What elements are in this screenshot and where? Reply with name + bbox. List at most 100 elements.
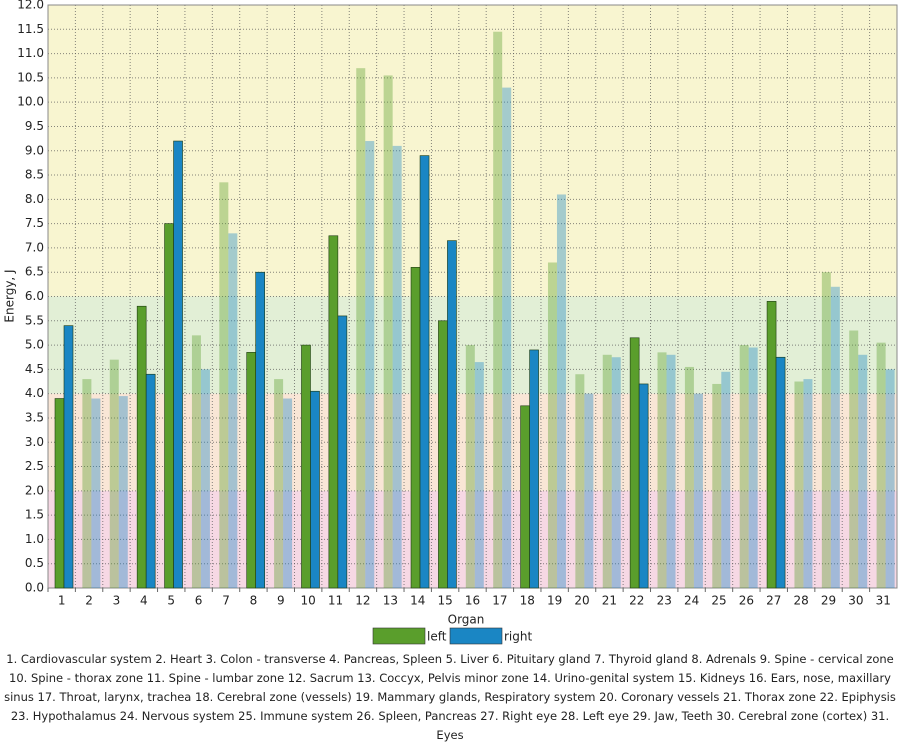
caption: 1. Cardiovascular system 2. Heart 3. Col… <box>4 652 896 742</box>
x-tick-label: 9 <box>277 594 285 608</box>
bar <box>410 267 421 589</box>
x-tick-label: 25 <box>711 594 726 608</box>
x-tick-label: 16 <box>465 594 480 608</box>
x-tick-label: 19 <box>547 594 562 608</box>
x-tick-label: 15 <box>437 594 452 608</box>
legend-label: right <box>504 630 532 644</box>
bar <box>821 272 831 588</box>
bar <box>63 325 74 589</box>
bar <box>191 335 201 588</box>
bar <box>310 390 320 589</box>
bar <box>365 141 375 589</box>
y-tick-label: 3.0 <box>25 435 44 449</box>
bar <box>684 366 694 588</box>
bar <box>283 398 293 588</box>
y-tick-label: 8.5 <box>25 168 44 182</box>
bar <box>82 379 92 588</box>
bar <box>465 345 475 588</box>
x-tick-label: 8 <box>250 594 258 608</box>
bar <box>584 393 594 588</box>
x-axis-label: Organ <box>448 613 485 627</box>
x-tick-label: 28 <box>794 594 809 608</box>
bar <box>858 354 868 588</box>
bar <box>438 320 448 589</box>
x-tick-label: 6 <box>195 594 203 608</box>
bar <box>629 337 640 589</box>
bar <box>775 356 786 589</box>
x-tick-label: 21 <box>602 594 617 608</box>
bar <box>803 379 813 588</box>
y-tick-label: 7.5 <box>25 216 44 230</box>
x-tick-label: 5 <box>167 594 175 608</box>
bar <box>794 381 804 588</box>
bar <box>145 373 156 589</box>
x-tick-label: 3 <box>113 594 121 608</box>
legend-swatch <box>372 627 426 645</box>
bar <box>109 359 119 588</box>
bar <box>721 371 731 588</box>
bar <box>693 393 703 588</box>
bar <box>164 223 174 589</box>
x-tick-label: 12 <box>355 594 370 608</box>
x-tick-label: 2 <box>85 594 93 608</box>
y-axis-label: Energy, J <box>3 269 17 322</box>
x-tick-label: 4 <box>140 594 148 608</box>
y-tick-label: 6.0 <box>25 289 44 303</box>
x-tick-label: 1 <box>58 594 66 608</box>
x-tick-label: 10 <box>301 594 316 608</box>
x-tick-label: 24 <box>684 594 699 608</box>
bar <box>337 315 348 589</box>
y-tick-label: 5.5 <box>25 313 44 327</box>
x-tick-label: 29 <box>821 594 836 608</box>
x-tick-label: 11 <box>328 594 343 608</box>
bar <box>447 240 457 589</box>
bar <box>246 352 257 589</box>
bar <box>219 182 229 588</box>
y-tick-label: 5.0 <box>25 338 44 352</box>
y-tick-label: 2.5 <box>25 459 44 473</box>
bar <box>301 344 311 589</box>
bar <box>712 383 722 588</box>
bar <box>356 68 366 589</box>
y-tick-label: 2.0 <box>25 483 44 497</box>
bar <box>575 374 585 588</box>
bar <box>392 145 402 588</box>
bar <box>556 194 566 588</box>
y-tick-label: 9.5 <box>25 119 44 133</box>
x-tick-label: 7 <box>222 594 230 608</box>
bar <box>383 75 393 589</box>
y-tick-label: 4.5 <box>25 362 44 376</box>
bar <box>136 305 147 589</box>
bar <box>849 330 859 588</box>
y-tick-label: 6.5 <box>25 265 44 279</box>
y-tick-label: 7.0 <box>25 240 44 254</box>
y-tick-label: 10.5 <box>17 70 44 84</box>
bar <box>200 369 210 588</box>
y-tick-label: 3.5 <box>25 410 44 424</box>
bar <box>748 347 758 588</box>
bar <box>228 233 238 588</box>
bar <box>611 357 621 588</box>
bar <box>255 271 266 589</box>
bar <box>474 362 484 588</box>
y-tick-label: 0.5 <box>25 556 44 570</box>
y-tick-label: 1.5 <box>25 508 44 522</box>
x-tick-label: 17 <box>492 594 507 608</box>
bar <box>830 286 840 588</box>
y-tick-label: 11.0 <box>17 46 44 60</box>
y-tick-label: 12.0 <box>17 0 44 12</box>
bar <box>91 398 101 588</box>
plot-frame <box>47 4 898 589</box>
bar <box>529 349 539 589</box>
y-tick-label: 4.0 <box>25 386 44 400</box>
y-tick-label: 8.0 <box>25 192 44 206</box>
bar <box>173 140 183 589</box>
bar <box>502 87 512 588</box>
bar <box>657 352 667 588</box>
bar <box>419 155 430 589</box>
x-tick-label: 22 <box>629 594 644 608</box>
x-tick-label: 27 <box>766 594 781 608</box>
y-tick-label: 0.0 <box>25 581 44 595</box>
y-tick-label: 1.0 <box>25 532 44 546</box>
